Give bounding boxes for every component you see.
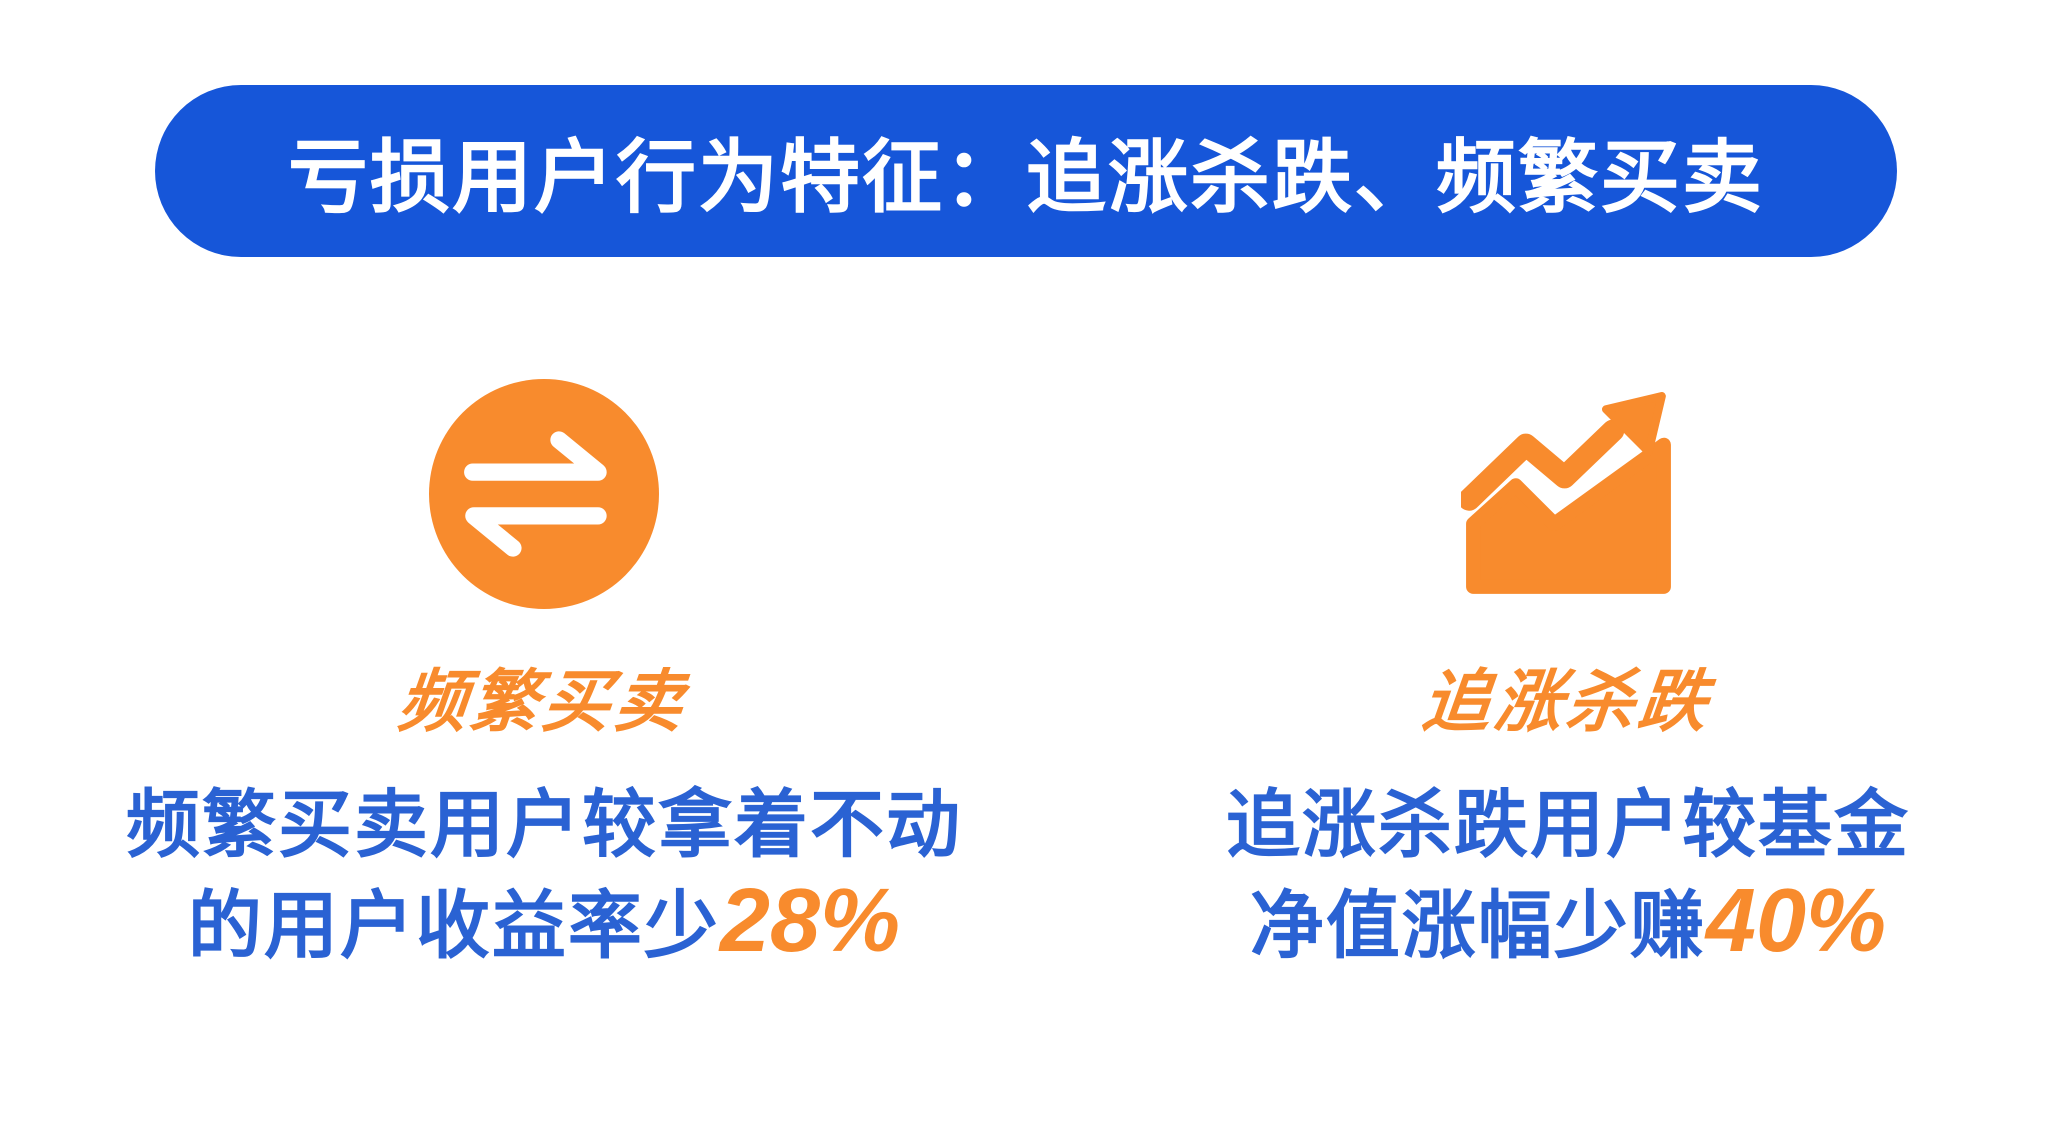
swap-arrows-icon <box>429 378 659 610</box>
column-description-chasing-trends: 追涨杀跌用户较基金 净值涨幅少赚40% <box>1226 776 1910 974</box>
page-title: 亏损用户行为特征：追涨杀跌、频繁买卖 <box>288 133 1764 222</box>
description-line2: 的用户收益率少 <box>187 884 720 967</box>
column-chasing-trends: 追涨杀跌 追涨杀跌用户较基金 净值涨幅少赚40% <box>1056 378 2048 974</box>
description-line1: 追涨杀跌用户较基金 <box>1226 783 1910 866</box>
column-description-frequent-trading: 频繁买卖用户较拿着不动 的用户收益率少28% <box>126 776 962 974</box>
column-label-frequent-trading: 频繁买卖 <box>394 664 691 740</box>
description-line2: 净值涨幅少赚 <box>1249 884 1706 967</box>
title-banner: 亏损用户行为特征：追涨杀跌、频繁买卖 <box>155 85 1897 257</box>
percent-value-28: 28% <box>719 871 901 971</box>
percent-value-40: 40% <box>1705 871 1887 971</box>
content-columns: 频繁买卖 频繁买卖用户较拿着不动 的用户收益率少28% 追涨杀跌 追涨杀跌用户较… <box>0 378 2048 974</box>
column-label-chasing-trends: 追涨杀跌 <box>1418 664 1715 740</box>
trend-up-chart-icon <box>1460 378 1676 610</box>
description-line1: 频繁买卖用户较拿着不动 <box>126 783 962 866</box>
column-frequent-trading: 频繁买卖 频繁买卖用户较拿着不动 的用户收益率少28% <box>32 378 1056 974</box>
